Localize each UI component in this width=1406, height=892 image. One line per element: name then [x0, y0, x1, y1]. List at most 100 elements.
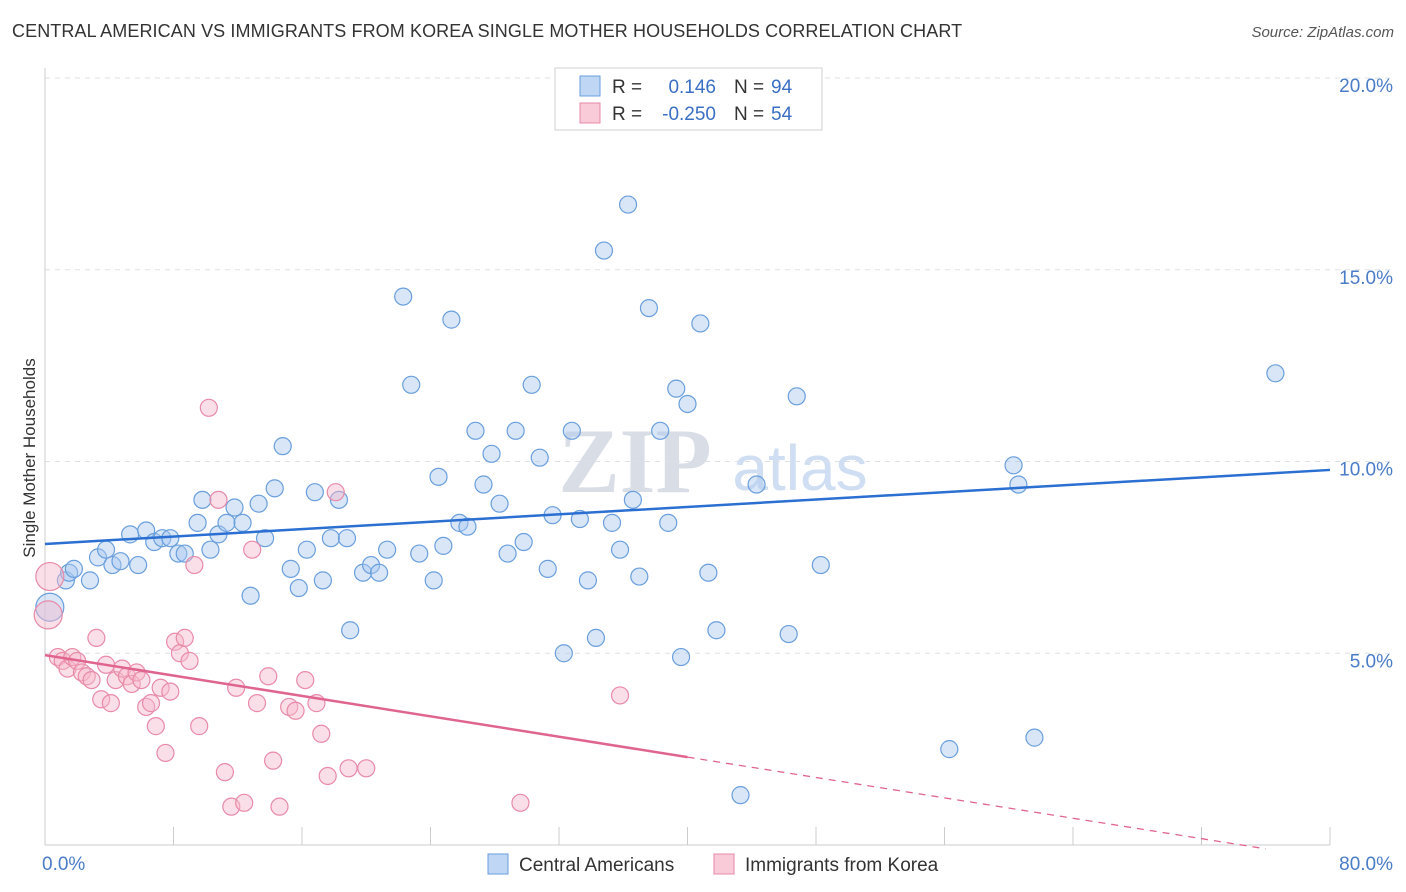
data-point — [281, 559, 300, 578]
bottom-legend-swatch — [713, 853, 735, 875]
data-point — [1266, 364, 1285, 383]
series-immigrants-from-korea — [33, 398, 630, 816]
y-tick-label: 10.0% — [1339, 460, 1393, 481]
data-point — [787, 387, 806, 406]
data-point — [498, 544, 517, 563]
data-point — [370, 563, 389, 582]
data-point — [779, 624, 798, 644]
data-point — [217, 513, 236, 532]
data-point — [490, 494, 509, 513]
data-point — [141, 694, 161, 713]
data-point — [82, 670, 101, 690]
data-point — [156, 743, 175, 763]
data-point — [233, 513, 252, 532]
data-point — [146, 717, 165, 736]
y-tick-label: 5.0% — [1350, 651, 1393, 672]
data-point — [225, 498, 244, 517]
data-point — [434, 536, 453, 555]
data-point — [394, 287, 413, 306]
data-point — [297, 540, 316, 559]
data-point — [243, 540, 262, 559]
trend-line-0 — [44, 468, 1331, 546]
trend-line-1 — [44, 653, 688, 759]
data-point — [161, 682, 180, 701]
data-point — [659, 513, 678, 532]
bottom-legend: Central Americans Immigrants from Korea — [487, 853, 939, 876]
data-point — [101, 694, 120, 713]
data-point — [610, 686, 630, 705]
data-point — [289, 578, 308, 598]
data-point — [357, 759, 376, 778]
data-point — [33, 600, 63, 630]
legend-n-label: N = — [734, 77, 764, 98]
legend-r-label: R = — [612, 77, 642, 98]
legend-swatch — [579, 75, 601, 97]
data-point — [424, 571, 443, 590]
legend-n-value: 54 — [771, 104, 793, 125]
data-point — [58, 659, 77, 678]
x-tick-label-right: 80.0% — [1339, 854, 1393, 875]
data-point — [35, 561, 65, 592]
y-tick-label: 15.0% — [1339, 268, 1393, 289]
data-point — [193, 490, 212, 509]
data-point — [514, 532, 533, 552]
data-point — [458, 517, 477, 536]
y-axis-title: Single Mother Households — [20, 358, 39, 557]
data-point — [273, 437, 292, 456]
data-point — [562, 421, 581, 440]
data-point — [166, 632, 185, 651]
data-point — [132, 670, 151, 690]
data-point — [111, 552, 130, 571]
data-point — [630, 567, 649, 586]
data-point — [326, 483, 345, 502]
data-point — [378, 540, 397, 559]
bottom-legend-label: Central Americans — [519, 855, 674, 876]
data-point — [594, 241, 614, 260]
data-point — [169, 544, 188, 563]
data-point — [639, 299, 659, 318]
data-point — [506, 421, 525, 440]
data-point — [190, 717, 209, 736]
chart-title: CENTRAL AMERICAN VS IMMIGRANTS FROM KORE… — [12, 21, 963, 41]
data-point — [265, 479, 284, 498]
data-point — [199, 398, 218, 417]
data-point — [538, 559, 557, 578]
data-point — [92, 690, 111, 709]
data-point — [175, 628, 194, 648]
legend-n-label: N = — [734, 104, 764, 125]
data-point — [707, 621, 726, 640]
series-central-americans — [35, 195, 1285, 805]
x-tick-label-left: 0.0% — [42, 854, 85, 875]
data-point — [811, 555, 830, 575]
data-point — [1009, 475, 1028, 494]
data-point — [312, 724, 331, 743]
data-point — [474, 475, 493, 494]
legend-swatch — [579, 102, 601, 124]
watermark-atlas: atlas — [732, 432, 867, 504]
data-point — [699, 563, 718, 582]
data-point — [1025, 728, 1044, 747]
data-point — [429, 467, 448, 486]
data-point — [255, 529, 275, 548]
data-point — [586, 628, 606, 648]
data-point — [940, 740, 959, 759]
data-point — [270, 797, 289, 816]
data-point — [482, 444, 501, 463]
data-point — [209, 490, 228, 509]
data-point — [570, 509, 589, 529]
data-point — [667, 379, 686, 398]
data-point — [313, 571, 332, 590]
data-point — [402, 375, 421, 394]
data-point — [530, 448, 549, 467]
data-point — [522, 375, 541, 394]
data-point — [151, 678, 170, 697]
data-point — [339, 759, 358, 778]
data-point — [296, 670, 315, 690]
data-point — [87, 628, 106, 648]
data-point — [122, 674, 141, 694]
data-point — [442, 310, 461, 329]
data-point — [263, 751, 283, 770]
data-point — [215, 763, 234, 782]
data-point — [259, 667, 278, 686]
